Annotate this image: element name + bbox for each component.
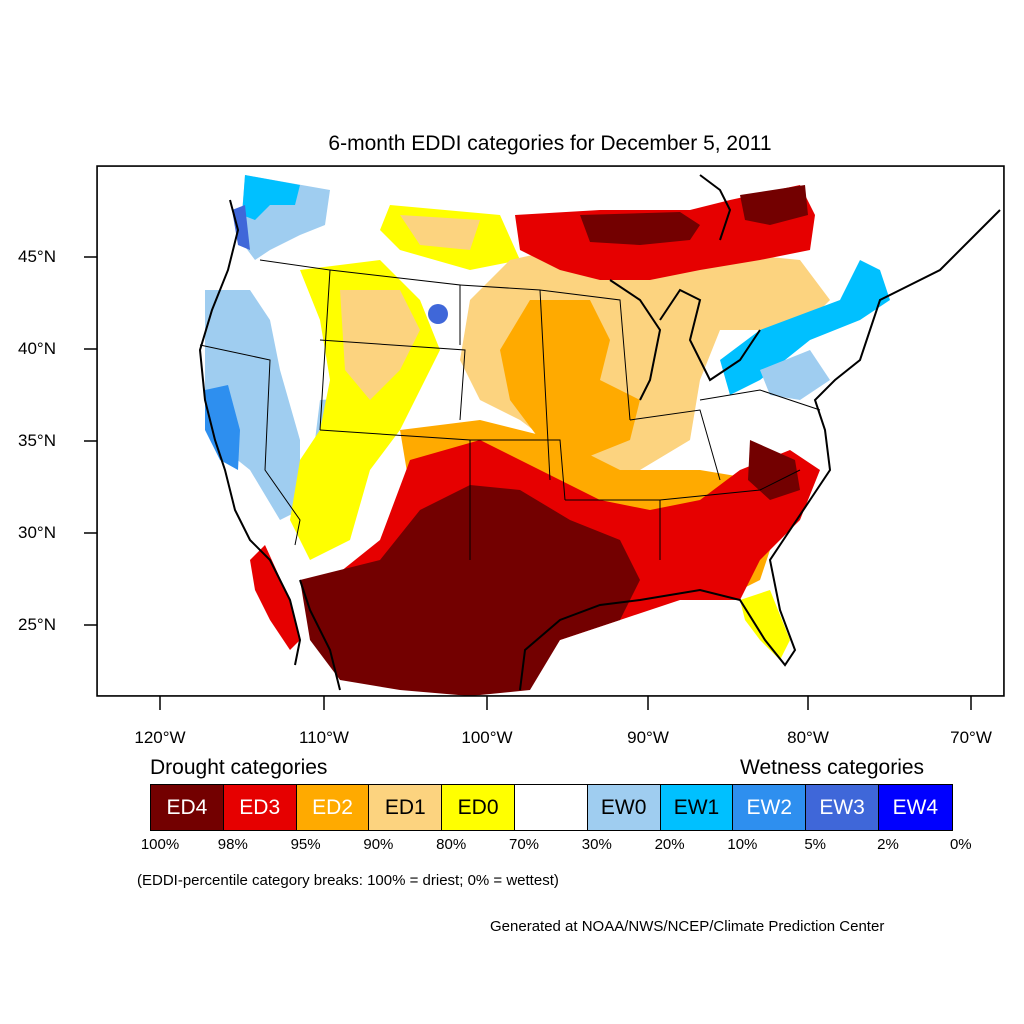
region-ed4-texas (300, 485, 640, 696)
legend-box-ew4: EW4 (878, 785, 952, 830)
percentile-label: 80% (436, 836, 467, 853)
percentile-label: 30% (581, 836, 612, 853)
percentile-label: 5% (804, 836, 827, 853)
drought-heading: Drought categories (150, 756, 328, 779)
percentile-label: 20% (654, 836, 685, 853)
lat-label-35: 35°N (18, 431, 56, 450)
lat-label-45: 45°N (18, 247, 56, 266)
chart-title: 6-month EDDI categories for December 5, … (328, 132, 772, 155)
region-ed1-north (340, 215, 480, 400)
legend-box-ed4: ED4 (151, 785, 224, 830)
region-ew3-montana (428, 304, 448, 324)
state-boundaries (199, 259, 821, 560)
lat-label-25: 25°N (18, 615, 56, 634)
legend-box-ew3: EW3 (806, 785, 879, 830)
region-ed4-greatlakes (580, 185, 808, 245)
percentile-label: 95% (290, 836, 321, 853)
legend-box-ew1: EW1 (660, 785, 734, 830)
legend-box-ed2: ED2 (296, 785, 370, 830)
percentile-label: 2% (877, 836, 899, 853)
legend-box-ed0: ED0 (442, 785, 515, 830)
percentile-label: 0% (949, 836, 972, 853)
lon-label-80: 80°W (787, 728, 829, 747)
region-ew3-coast (232, 205, 250, 250)
category-note: (EDDI-percentile category breaks: 100% =… (137, 872, 559, 889)
region-ew2-california (205, 385, 240, 470)
region-ed3-baja (250, 545, 300, 650)
map-border (96, 165, 1005, 697)
percentile-label: 98% (217, 836, 248, 853)
wetness-heading: Wetness categories (740, 756, 925, 779)
legend-box-ew0: EW0 (587, 785, 661, 830)
percentile-label: 70% (508, 836, 540, 853)
lon-label-90: 90°W (627, 728, 669, 747)
coastlines (198, 174, 1001, 691)
lon-label-70: 70°W (950, 728, 992, 747)
region-ed2-midwest (500, 300, 640, 460)
lat-label-30: 30°N (18, 523, 56, 542)
region-ew0-northeast (760, 350, 830, 400)
region-ew1-northwest (242, 175, 300, 220)
legend-box-neutral (514, 785, 588, 830)
percentile-label: 10% (727, 836, 758, 853)
lon-label-100: 100°W (461, 728, 513, 747)
credit-line: Generated at NOAA/NWS/NCEP/Climate Predi… (490, 918, 885, 935)
percentile-label: 90% (363, 836, 394, 853)
legend-box-ed1: ED1 (369, 785, 443, 830)
axis-ticks (84, 256, 972, 710)
region-ed4-carolinas (748, 440, 800, 500)
region-ed0-florida (740, 590, 790, 660)
legend-box-ew2: EW2 (733, 785, 807, 830)
lon-label-110: 110°W (299, 728, 349, 747)
region-ew0-california (205, 290, 300, 520)
legend-box-ed3: ED3 (223, 785, 297, 830)
legend-bar: ED4 ED3 ED2 ED1 ED0 EW0 EW1 EW2 EW3 EW4 (150, 784, 953, 831)
region-ew1-northeast (720, 260, 890, 395)
lon-label-120: 120°W (134, 728, 186, 747)
percentile-label: 100% (140, 836, 180, 853)
lat-label-40: 40°N (18, 339, 56, 358)
